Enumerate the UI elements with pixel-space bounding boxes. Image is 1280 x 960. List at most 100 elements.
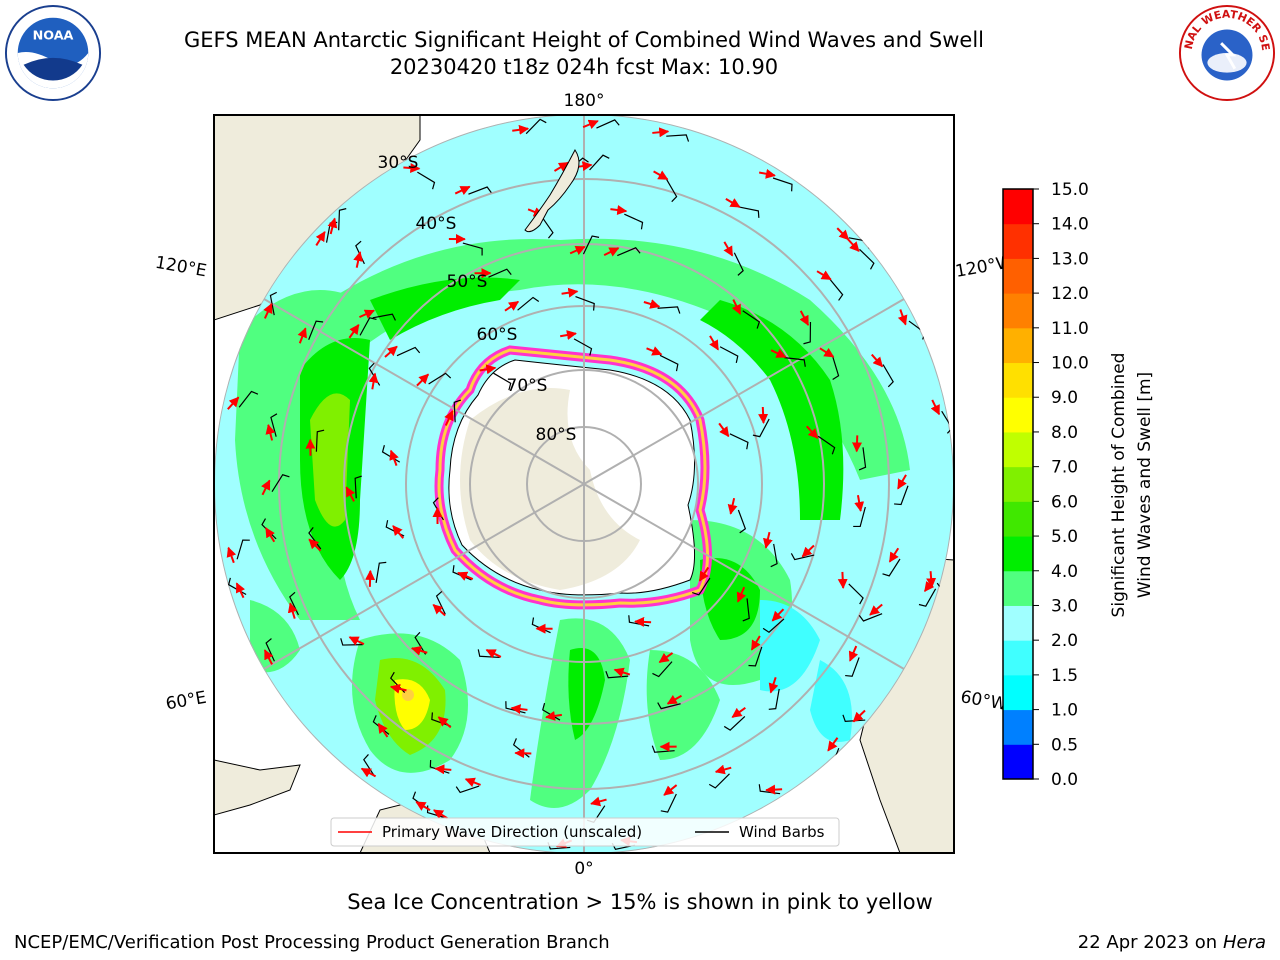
wind-barb	[737, 509, 747, 534]
wind-barb	[493, 372, 512, 391]
wave-arrow	[235, 582, 246, 599]
wave-direction-arrows	[226, 119, 941, 848]
wind-barb	[624, 213, 644, 230]
lat-label-80s: 80°S	[536, 425, 577, 445]
colorbar-segment	[1003, 397, 1033, 433]
colorbar-segment	[1003, 536, 1033, 572]
wave-arrow	[750, 635, 761, 651]
wave-arrow	[847, 238, 860, 252]
wind-barb	[372, 313, 396, 321]
wind-barb	[617, 247, 641, 257]
wind-barb	[882, 558, 901, 577]
wave-arrow	[389, 683, 407, 694]
lon-label-0: 0°	[574, 859, 593, 879]
wave-arrow	[348, 324, 360, 339]
wave-arrow	[384, 345, 398, 358]
lon-label-60w: 60°W	[959, 687, 1009, 715]
wind-barb	[748, 646, 763, 667]
wave-arrow	[871, 353, 884, 368]
wind-barb	[589, 154, 610, 171]
wind-barb	[918, 588, 937, 607]
wave-arrow	[434, 764, 452, 775]
wave-arrow	[327, 217, 338, 235]
wind-barb	[858, 613, 883, 622]
wave-arrow	[603, 247, 620, 257]
colorbar-label-line1: Significant Height of Combined	[1109, 353, 1129, 618]
wave-arrow	[827, 737, 839, 752]
wind-barb	[666, 134, 690, 142]
colorbar-segment	[1003, 258, 1033, 294]
lon-label-120e: 120°E	[154, 253, 208, 282]
wind-barb	[354, 475, 362, 499]
colorbar-tick-label: 2.0	[1051, 631, 1078, 651]
wave-arrow	[852, 435, 863, 453]
wind-barb	[770, 543, 778, 568]
colorbar-segment	[1003, 674, 1033, 711]
wind-barb	[803, 321, 812, 345]
wave-arrow	[590, 796, 607, 807]
chart-subtitle: 20230420 t18z 024h fcst Max: 10.90	[389, 55, 779, 79]
wind-barb	[315, 429, 325, 452]
wave-arrow	[869, 603, 883, 616]
wave-arrow	[512, 124, 530, 135]
wave-arrow	[930, 399, 941, 416]
colorbar-segment	[1003, 709, 1033, 745]
wind-barb	[582, 235, 600, 255]
wave-arrow	[559, 330, 577, 340]
wave-arrow	[926, 571, 937, 589]
wind-barb	[719, 346, 739, 364]
wave-arrow	[263, 302, 273, 319]
wind-barb	[657, 702, 681, 710]
chart-title: GEFS MEAN Antarctic Significant Height o…	[183, 28, 985, 52]
wind-barb	[269, 291, 277, 316]
wind-barb	[417, 171, 436, 190]
wave-arrow	[634, 616, 652, 627]
wave-arrow	[464, 777, 481, 788]
noaa-logo: NOAA	[4, 4, 102, 102]
colorbar-tick-label: 5.0	[1051, 527, 1078, 547]
colorbar-tick-label: 9.0	[1051, 388, 1078, 408]
wave-arrow	[736, 586, 747, 603]
legend: Primary Wave Direction (unscaled) Wind B…	[330, 817, 840, 847]
wave-arrow	[265, 527, 276, 543]
colorbar-tick-label: 6.0	[1051, 492, 1078, 512]
lon-label-60e: 60°E	[164, 688, 208, 715]
wave-arrow	[652, 127, 670, 138]
map-frame	[213, 114, 955, 854]
credit-line: NCEP/EMC/Verification Post Processing Pr…	[14, 932, 610, 953]
wind-barb	[752, 418, 770, 438]
wave-arrow	[763, 531, 773, 549]
wave-arrow	[403, 163, 421, 174]
colorbar-tick-label: 15.0	[1051, 180, 1089, 200]
wave-arrow	[265, 423, 276, 441]
colorbar-segment	[1003, 640, 1033, 676]
colorbar-tick-label: 3.0	[1051, 596, 1078, 616]
wave-arrow	[226, 546, 237, 564]
wind-barb	[832, 356, 840, 380]
wind-barb	[762, 618, 785, 633]
colorbar-tick-label: 0.0	[1051, 770, 1078, 790]
wind-barb	[829, 278, 844, 301]
wind-barb	[652, 661, 673, 678]
wave-arrow	[727, 497, 738, 515]
wind-barb	[453, 399, 462, 423]
wave-arrow	[359, 309, 375, 319]
colorbar-segment	[1003, 605, 1033, 641]
wave-arrow	[718, 422, 730, 438]
wave-arrow	[410, 645, 428, 656]
lat-label-60s: 60°S	[477, 325, 518, 345]
wave-arrow	[545, 710, 563, 721]
wave-arrow	[553, 161, 570, 172]
wind-barb	[541, 215, 554, 239]
wave-arrow	[360, 767, 377, 778]
wave-arrow	[432, 604, 446, 617]
colorbar-segment	[1003, 431, 1033, 468]
wind-barb	[271, 474, 290, 492]
wind-barb	[517, 296, 540, 311]
wave-arrow	[263, 649, 274, 665]
wave-arrow	[479, 364, 497, 375]
wave-arrow	[416, 373, 430, 387]
colorbar-tick-label: 1.5	[1051, 666, 1078, 686]
wave-arrow	[666, 694, 682, 705]
lon-label-180: 180°	[564, 91, 605, 111]
